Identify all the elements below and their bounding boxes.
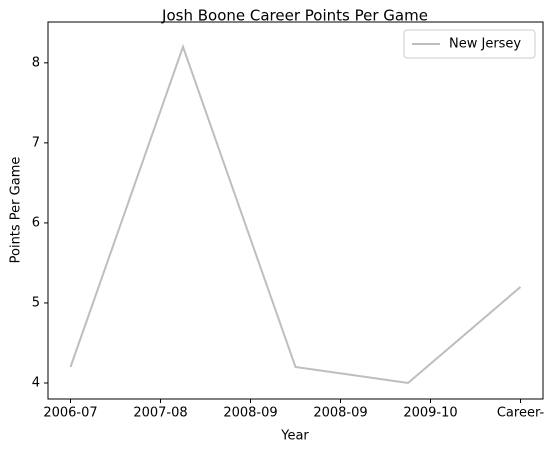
y-tick-label: 4 [32, 375, 40, 390]
legend-label: New Jersey [449, 37, 521, 52]
x-tick-label: 2008-09 [313, 406, 367, 421]
y-tick-label: 6 [32, 215, 40, 230]
y-tick-label: 5 [32, 295, 40, 310]
legend-box [403, 29, 536, 59]
plot-frame [47, 21, 544, 400]
x-tick-label: 2009-10 [403, 406, 457, 421]
y-axis-label: Points Per Game [9, 157, 24, 264]
x-axis-label: Year [280, 429, 309, 444]
x-tick-label: 2008-09 [223, 406, 277, 421]
x-tick-label: 2007-08 [133, 406, 187, 421]
x-tick-label: 2006-07 [43, 406, 97, 421]
line [69, 43, 522, 385]
chart-title: Josh Boone Career Points Per Game [161, 7, 428, 25]
x-tick-label: Career- [497, 406, 545, 421]
y-tick-label: 7 [32, 135, 40, 150]
y-tick-label: 8 [32, 55, 40, 70]
